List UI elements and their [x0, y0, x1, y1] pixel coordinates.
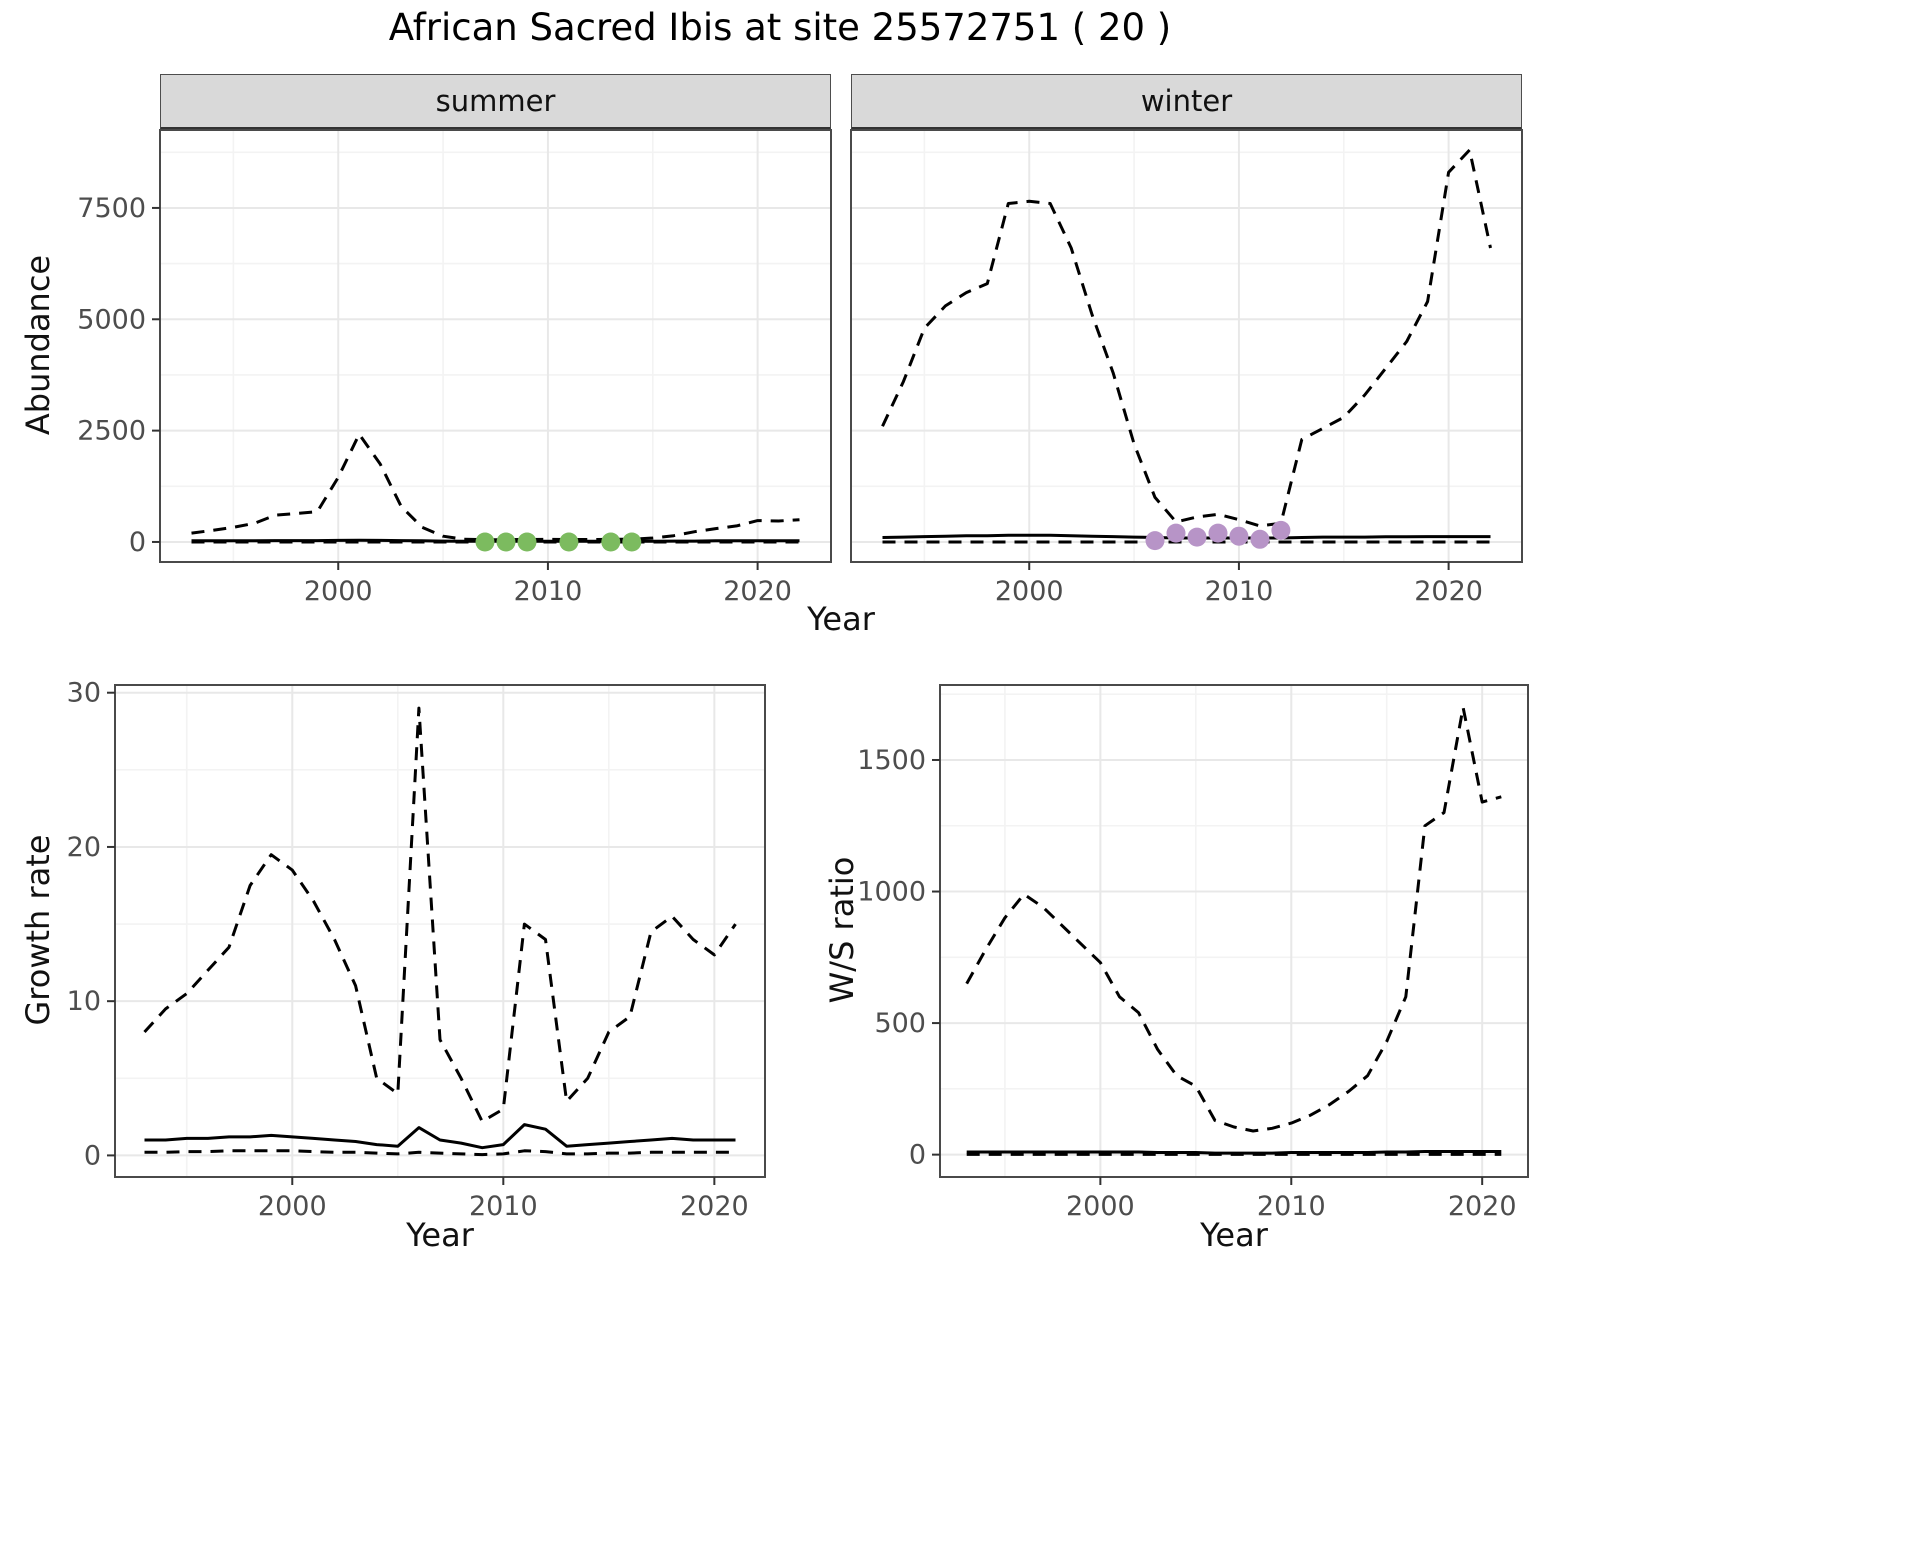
- x-tick-label: 2010: [469, 1191, 538, 1222]
- y-tick-label: 0: [84, 1140, 101, 1171]
- x-tick-label: 2000: [1066, 1191, 1135, 1222]
- x-tick-label: 2000: [995, 576, 1064, 607]
- y-tick-label: 20: [67, 832, 101, 863]
- y-tick-label: 7500: [77, 193, 146, 224]
- panel-ws-ratio: 2000 2010 2020 0 500 1000 1500: [857, 684, 1529, 1222]
- x-tick-label: 2020: [680, 1191, 749, 1222]
- y-tick-label: 0: [129, 527, 146, 558]
- panel-growth-rate: 2000 2010 2020 0 10 20 30: [67, 678, 766, 1222]
- series-upper-ci: [881, 148, 1492, 528]
- data-point: [1208, 523, 1228, 543]
- x-tick-label: 2010: [1257, 1191, 1326, 1222]
- y-tick-label: 1000: [857, 877, 926, 908]
- panel-abundance-summer: 2000 2010 2020 0 2500 5000 7500: [77, 129, 832, 607]
- x-tick-label: 2000: [304, 576, 373, 607]
- growth-year-axis-title: Year: [406, 1216, 474, 1254]
- y-tick-label: 500: [874, 1008, 926, 1039]
- y-tick-label: 10: [67, 986, 101, 1017]
- ratio-year-axis-title: Year: [1200, 1216, 1268, 1254]
- data-point: [601, 532, 621, 552]
- x-tick-label: 2020: [723, 576, 792, 607]
- facet-strip-summer: summer: [160, 74, 831, 130]
- data-point: [1250, 529, 1270, 549]
- winter-observations: [1145, 520, 1291, 551]
- series-estimate: [966, 1150, 1502, 1155]
- y-tick-label: 0: [909, 1140, 926, 1171]
- data-point: [475, 532, 495, 552]
- data-point: [517, 532, 537, 552]
- panel-abundance-winter: 2000 2010 2020: [850, 129, 1523, 607]
- x-tick-label: 2010: [514, 576, 583, 607]
- x-tick-label: 2020: [1448, 1191, 1517, 1222]
- data-point: [622, 532, 642, 552]
- y-tick-label: 1500: [857, 745, 926, 776]
- y-tick-label: 2500: [77, 416, 146, 447]
- series-upper-ci: [143, 706, 737, 1123]
- x-tick-label: 2020: [1414, 576, 1483, 607]
- growth-rate-axis-title: Growth rate: [19, 834, 57, 1026]
- data-point: [496, 532, 516, 552]
- series-estimate: [882, 533, 1491, 540]
- series-estimate: [144, 1123, 736, 1150]
- series-upper-ci: [191, 432, 800, 542]
- y-tick-label: 5000: [77, 304, 146, 335]
- summer-observations: [475, 532, 642, 552]
- chart-title: African Sacred Ibis at site 25572751 ( 2…: [388, 6, 1172, 49]
- top-year-axis-title: Year: [807, 600, 875, 638]
- facet-strip-label-winter: winter: [1140, 84, 1233, 118]
- data-point: [1187, 527, 1207, 547]
- series-lower-ci: [144, 1149, 736, 1157]
- ws-ratio-axis-title: W/S ratio: [823, 856, 861, 1004]
- data-point: [559, 532, 579, 552]
- data-point: [1271, 520, 1291, 540]
- series-upper-ci: [965, 705, 1502, 1133]
- facet-strip-winter: winter: [851, 74, 1522, 130]
- data-point: [1229, 526, 1249, 546]
- x-tick-label: 2000: [258, 1191, 327, 1222]
- x-tick-label: 2010: [1205, 576, 1274, 607]
- data-point: [1166, 523, 1186, 543]
- data-point: [1145, 531, 1165, 551]
- y-tick-label: 30: [67, 678, 101, 709]
- abundance-axis-title: Abundance: [19, 254, 57, 436]
- facet-strip-label-summer: summer: [435, 84, 556, 118]
